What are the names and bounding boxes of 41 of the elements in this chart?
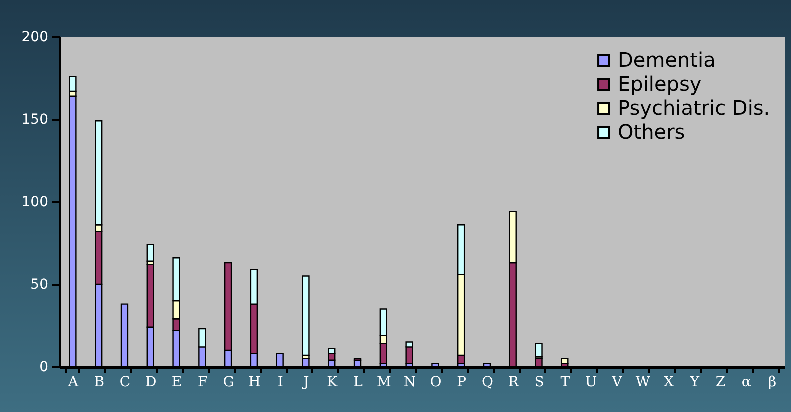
bar <box>535 343 543 358</box>
x-tick-label: β <box>768 374 777 390</box>
y-tick-label: 150 <box>22 112 48 128</box>
x-tick-label: C <box>120 374 131 390</box>
x-tick-label: M <box>376 374 392 390</box>
x-tick-label: A <box>67 374 80 390</box>
x-tick-label: W <box>636 374 651 390</box>
y-tick-label: 100 <box>22 194 48 210</box>
x-tick-label: B <box>94 374 104 390</box>
x-tick-label: R <box>508 374 520 390</box>
x-tick-label: V <box>611 374 624 390</box>
x-tick-label: T <box>560 374 571 390</box>
bar <box>302 276 310 356</box>
legend-label: Psychiatric Dis. <box>618 96 770 120</box>
x-tick-label: N <box>404 374 416 390</box>
x-tick-label: D <box>146 374 157 390</box>
x-tick-label: X <box>664 374 674 390</box>
x-tick-label: E <box>172 374 182 390</box>
x-tick-label: I <box>278 374 284 390</box>
x-tick-label: Y <box>689 374 700 390</box>
x-tick-label: P <box>457 374 467 390</box>
x-tick-label: K <box>327 374 338 390</box>
x-tick-label: U <box>585 374 598 390</box>
y-tick-label: 0 <box>40 360 48 376</box>
x-tick-label: Q <box>482 374 494 390</box>
x-tick-label: J <box>302 374 310 390</box>
x-tick-label: F <box>198 374 208 390</box>
legend-label: Others <box>618 120 686 144</box>
bar <box>146 244 154 262</box>
x-tick-label: H <box>248 374 261 390</box>
bar <box>561 358 569 364</box>
x-tick-label: Z <box>716 374 726 390</box>
y-tick-label: 50 <box>30 277 48 293</box>
x-tick-label: S <box>534 374 544 390</box>
y-tick-label: 200 <box>22 30 48 46</box>
x-tick-label: L <box>354 374 363 390</box>
x-tick-label: O <box>430 374 442 390</box>
legend-label: Dementia <box>618 48 716 72</box>
x-tick-label: α <box>742 374 752 390</box>
legend-label: Epilepsy <box>618 72 702 96</box>
x-tick-label: G <box>223 374 234 390</box>
